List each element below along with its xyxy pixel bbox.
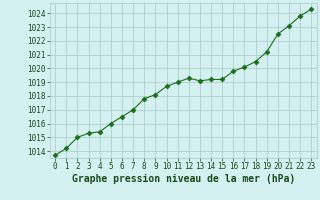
X-axis label: Graphe pression niveau de la mer (hPa): Graphe pression niveau de la mer (hPa) [72,174,295,184]
